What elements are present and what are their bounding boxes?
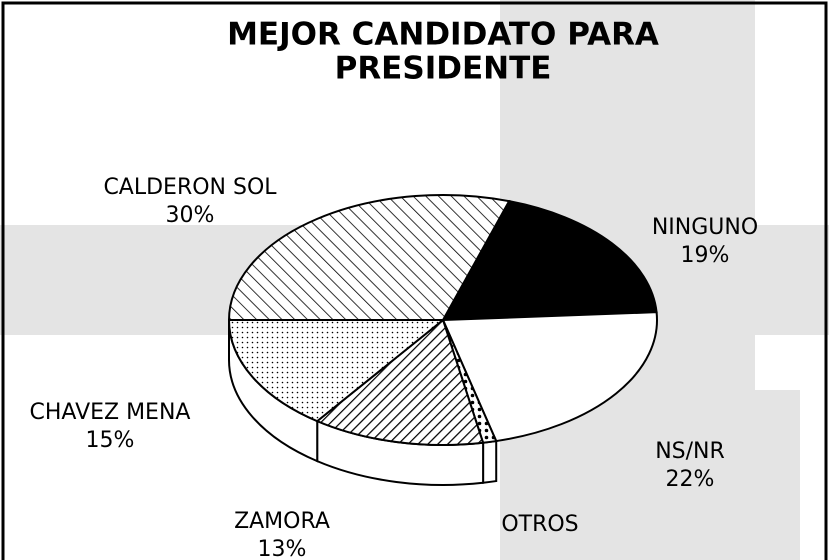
chart-title: MEJOR CANDIDATO PARA — [227, 17, 659, 53]
slice-label: NS/NR — [655, 439, 725, 464]
slice-label: OTROS — [501, 512, 578, 537]
value-label: 13% — [258, 537, 307, 560]
value-label: 19% — [681, 243, 730, 268]
value-label: 15% — [86, 428, 135, 453]
chart-title: PRESIDENTE — [335, 51, 552, 87]
slice — [227, 319, 446, 423]
slice-label: ZAMORA — [234, 509, 330, 534]
slice — [315, 318, 485, 446]
slice — [227, 194, 511, 321]
slice-side — [482, 439, 498, 484]
slice-label: CALDERON SOL — [103, 175, 277, 200]
value-label: 30% — [166, 203, 215, 228]
pie — [227, 194, 658, 486]
value-label: 22% — [666, 467, 715, 492]
slice-label: CHAVEZ MENA — [30, 400, 191, 425]
slice — [441, 200, 658, 322]
slice — [441, 311, 658, 443]
slice-label: NINGUNO — [652, 215, 758, 240]
